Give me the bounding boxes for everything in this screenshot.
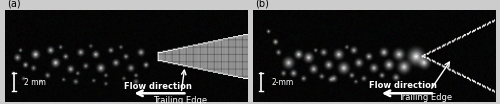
Text: Trailing Edge: Trailing Edge (398, 62, 452, 102)
Text: (a): (a) (8, 0, 21, 8)
Text: Trailing Edge: Trailing Edge (153, 70, 207, 104)
Text: (b): (b) (255, 0, 269, 8)
Text: Flow direction: Flow direction (370, 81, 438, 90)
Text: 2-mm: 2-mm (271, 78, 293, 87)
Text: Flow direction: Flow direction (124, 82, 192, 91)
Text: 2 mm: 2 mm (24, 78, 46, 87)
